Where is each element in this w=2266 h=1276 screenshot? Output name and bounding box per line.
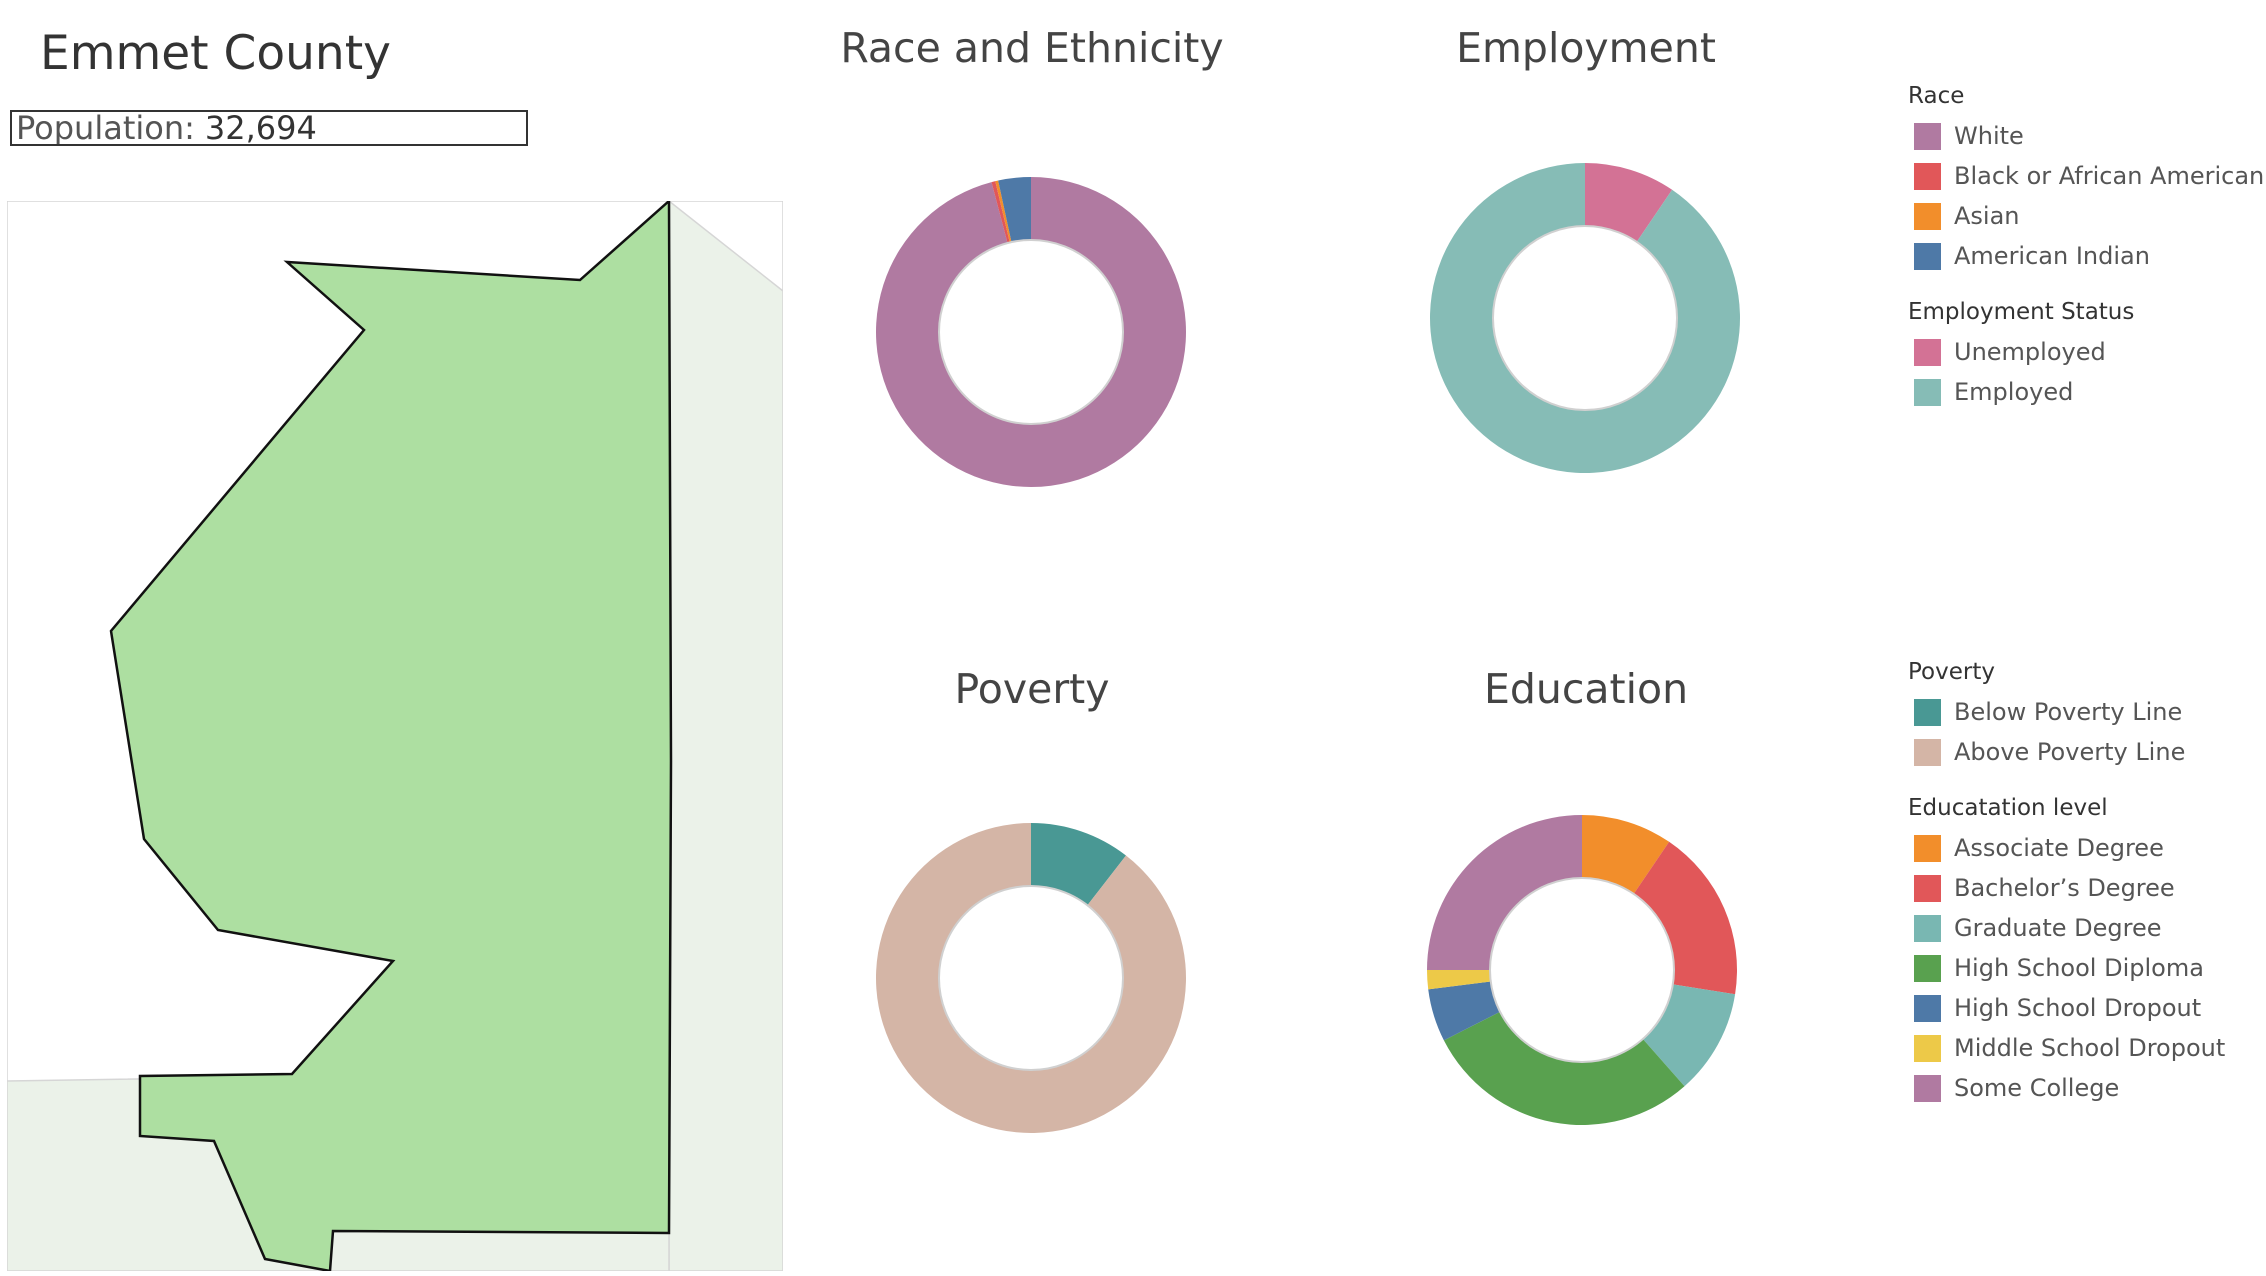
slice-black-or-african-american[interactable] <box>991 181 1010 244</box>
county-map[interactable] <box>6 198 784 1273</box>
slice-employed[interactable] <box>1430 163 1740 473</box>
legend-label: Above Poverty Line <box>1954 738 2186 766</box>
slice-high-school-dropout[interactable] <box>1428 981 1501 1041</box>
legend-label: Some College <box>1954 1074 2120 1102</box>
legend-item-asian[interactable]: Asian <box>1908 196 2264 236</box>
slice-some-college[interactable] <box>1427 815 1582 970</box>
slice-associate-degree[interactable] <box>1582 815 1670 894</box>
legend-label: Unemployed <box>1954 338 2106 366</box>
legend-swatch <box>1914 1034 1941 1062</box>
county-shape[interactable] <box>109 198 673 1273</box>
population-label: Population: <box>16 110 195 146</box>
slice-below-poverty-line[interactable] <box>1031 823 1127 906</box>
slice-american-indian[interactable] <box>998 177 1031 243</box>
legend-item-ms-dropout[interactable]: Middle School Dropout <box>1908 1028 2225 1068</box>
legend-heading-poverty: Poverty <box>1908 659 1995 685</box>
legend-swatch <box>1914 202 1941 230</box>
chart-title-education: Education <box>1483 665 1689 713</box>
donut-hole <box>1492 225 1678 411</box>
education-donut-chart[interactable] <box>1422 810 1742 1130</box>
legend-swatch <box>1914 698 1941 726</box>
legend-item-black[interactable]: Black or African American <box>1908 156 2264 196</box>
slice-white[interactable] <box>876 177 1186 487</box>
legend-item-below-poverty[interactable]: Below Poverty Line <box>1908 692 2225 732</box>
legend-item-hs-diploma[interactable]: High School Diploma <box>1908 948 2225 988</box>
legend-label: Below Poverty Line <box>1954 698 2183 726</box>
legend-swatch <box>1914 954 1941 982</box>
legend-label: Graduate Degree <box>1954 914 2162 942</box>
chart-title-employment: Employment <box>1456 24 1716 72</box>
legend-label: High School Diploma <box>1954 954 2204 982</box>
slice-above-poverty-line[interactable] <box>876 823 1186 1133</box>
slice-high-school-diploma[interactable] <box>1443 1011 1685 1125</box>
legend-label: High School Dropout <box>1954 994 2202 1022</box>
population-box: Population: 32,694 <box>10 110 528 146</box>
legend-item-above-poverty[interactable]: Above Poverty Line <box>1908 732 2225 772</box>
legend-swatch <box>1914 834 1941 862</box>
county-title: Emmet County <box>40 26 391 81</box>
legend-swatch <box>1914 994 1941 1022</box>
legend-top: Race White Black or African American Asi… <box>1908 76 2264 412</box>
legend-swatch <box>1914 338 1941 366</box>
legend-swatch <box>1914 242 1941 270</box>
legend-swatch <box>1914 1074 1941 1102</box>
legend-item-employed[interactable]: Employed <box>1908 372 2264 412</box>
legend-label: Black or African American <box>1954 162 2265 190</box>
legend-heading-education: Educatation level <box>1908 795 2108 821</box>
legend-heading-race: Race <box>1908 83 1965 109</box>
slice-middle-school-dropout[interactable] <box>1427 970 1491 990</box>
legend-bottom: Poverty Below Poverty Line Above Poverty… <box>1908 652 2225 1108</box>
poverty-donut-chart[interactable] <box>871 818 1191 1138</box>
donut-hole <box>938 885 1124 1071</box>
legend-item-graduate[interactable]: Graduate Degree <box>1908 908 2225 948</box>
neighbor-region-east[interactable] <box>668 199 784 1272</box>
legend-swatch <box>1914 738 1941 766</box>
slice-bachelor-s-degree[interactable] <box>1633 841 1737 995</box>
employment-donut-chart[interactable] <box>1425 158 1745 478</box>
slice-asian[interactable] <box>995 180 1012 243</box>
legend-label: Employed <box>1954 378 2074 406</box>
legend-swatch <box>1914 914 1941 942</box>
race-donut-chart[interactable] <box>871 172 1191 492</box>
legend-swatch <box>1914 122 1941 150</box>
legend-label: Middle School Dropout <box>1954 1034 2226 1062</box>
legend-swatch <box>1914 378 1941 406</box>
legend-item-some-college[interactable]: Some College <box>1908 1068 2225 1108</box>
chart-title-poverty: Poverty <box>954 665 1110 713</box>
legend-label: Associate Degree <box>1954 834 2164 862</box>
legend-swatch <box>1914 162 1941 190</box>
donut-hole <box>938 239 1124 425</box>
legend-item-american-indian[interactable]: American Indian <box>1908 236 2264 276</box>
legend-swatch <box>1914 874 1941 902</box>
legend-item-bachelors[interactable]: Bachelor’s Degree <box>1908 868 2225 908</box>
chart-title-race: Race and Ethnicity <box>840 24 1224 72</box>
legend-item-associate[interactable]: Associate Degree <box>1908 828 2225 868</box>
legend-item-unemployed[interactable]: Unemployed <box>1908 332 2264 372</box>
population-value: 32,694 <box>204 110 317 146</box>
legend-label: White <box>1954 122 2024 150</box>
county-map-svg <box>6 198 784 1273</box>
legend-label: Bachelor’s Degree <box>1954 874 2175 902</box>
slice-unemployed[interactable] <box>1585 163 1673 242</box>
legend-label: Asian <box>1954 202 2020 230</box>
legend-item-white[interactable]: White <box>1908 116 2264 156</box>
legend-item-hs-dropout[interactable]: High School Dropout <box>1908 988 2225 1028</box>
legend-heading-employment: Employment Status <box>1908 299 2135 325</box>
donut-hole <box>1489 877 1675 1063</box>
legend-label: American Indian <box>1954 242 2150 270</box>
